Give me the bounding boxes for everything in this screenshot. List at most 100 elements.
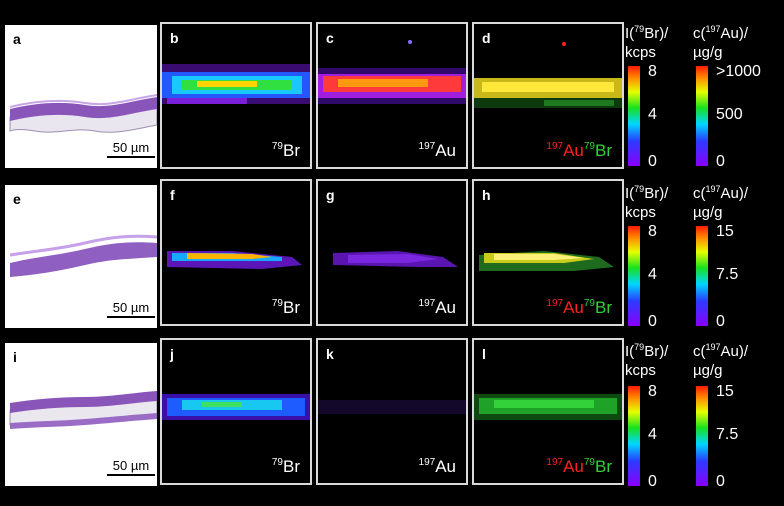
- scale-bar-label: 50 µm: [112, 300, 150, 315]
- isotope-label: 79Br: [272, 457, 300, 477]
- mass-number: 79: [271, 457, 283, 468]
- colorbar-au-tick: >1000: [716, 63, 761, 80]
- element-map-h: h 197Au79Br: [472, 179, 624, 326]
- colorbar-br-tick: 8: [648, 383, 657, 400]
- br-symbol: Br: [595, 457, 612, 476]
- colorbar-br-gradient: [628, 386, 640, 486]
- scale-bar-line: [107, 474, 155, 476]
- panel-label: l: [482, 346, 486, 362]
- overlay-isotope-label: 197Au79Br: [546, 141, 612, 161]
- isotope-label: 197Au: [419, 141, 456, 161]
- colorbar-au-title: c(197Au)/ µg/g: [693, 184, 749, 221]
- panel-label: c: [326, 30, 334, 46]
- colorbar-br-tick: 0: [648, 313, 657, 330]
- au-symbol: Au: [563, 457, 584, 476]
- element-symbol: Au: [435, 298, 456, 317]
- au-mass-number: 197: [546, 298, 564, 309]
- scale-bar: 50 µm: [107, 300, 155, 318]
- histology-panel-a: a 50 µm: [5, 25, 157, 168]
- panel-label: a: [13, 31, 21, 47]
- panel-label: d: [482, 30, 491, 46]
- mass-number: 197: [418, 141, 436, 152]
- colorbar-br-gradient: [628, 66, 640, 166]
- br-intensity-map: [167, 251, 302, 269]
- au-symbol: Au: [563, 141, 584, 160]
- au-concentration-map: [318, 40, 466, 104]
- panel-label: e: [13, 191, 21, 207]
- colorbar-br-tick: 4: [648, 106, 657, 123]
- colorbar-au-title: c(197Au)/ µg/g: [693, 24, 749, 61]
- colorbar-br-tick: 0: [648, 153, 657, 170]
- mass-number: 79: [271, 141, 283, 152]
- mass-number: 197: [418, 298, 436, 309]
- panel-label: i: [13, 349, 17, 365]
- au-concentration-map: [333, 251, 458, 267]
- histology-panel-i: i 50 µm: [5, 343, 157, 486]
- panel-label: j: [170, 346, 174, 362]
- au-concentration-map: [318, 400, 466, 414]
- colorbar-au-tick: 0: [716, 313, 725, 330]
- br-intensity-map: [162, 394, 310, 420]
- colorbar-br-tick: 0: [648, 473, 657, 490]
- isotope-label: 197Au: [419, 298, 456, 318]
- scale-bar: 50 µm: [107, 140, 155, 158]
- colorbar-au-title: c(197Au)/ µg/g: [693, 342, 749, 379]
- colorbar-br-gradient: [628, 226, 640, 326]
- colorbar-au-tick: 0: [716, 473, 725, 490]
- element-symbol: Br: [283, 298, 300, 317]
- histology-image: [9, 234, 157, 277]
- mass-number: 197: [418, 457, 436, 468]
- element-map-j: j 79Br: [160, 338, 312, 485]
- element-symbol: Au: [435, 141, 456, 160]
- scale-bar: 50 µm: [107, 458, 155, 476]
- scale-bar-label: 50 µm: [112, 458, 150, 473]
- overlay-isotope-label: 197Au79Br: [546, 457, 612, 477]
- au-symbol: Au: [563, 298, 584, 317]
- element-map-d: d 197Au79Br: [472, 22, 624, 169]
- colorbar-au-gradient: [696, 66, 708, 166]
- au-mass-number: 197: [546, 457, 564, 468]
- element-symbol: Br: [283, 141, 300, 160]
- colorbar-au-gradient: [696, 386, 708, 486]
- overlay-map: [474, 394, 622, 420]
- colorbar-au-tick: 7.5: [716, 426, 739, 443]
- histology-image: [9, 391, 157, 429]
- colorbar-br-title: I(79Br)/ kcps: [625, 342, 669, 379]
- element-map-b: b 79Br: [160, 22, 312, 169]
- br-symbol: Br: [595, 298, 612, 317]
- overlay-map: [474, 42, 622, 108]
- br-mass-number: 79: [583, 298, 595, 309]
- element-map-g: g 197Au: [316, 179, 468, 326]
- element-map-f: f 79Br: [160, 179, 312, 326]
- panel-label: f: [170, 187, 175, 203]
- panel-label: g: [326, 187, 335, 203]
- element-map-k: k 197Au: [316, 338, 468, 485]
- scale-bar-line: [107, 156, 155, 158]
- colorbar-au-tick: 0: [716, 153, 725, 170]
- histology-image: [9, 94, 157, 133]
- colorbar-br-title: I(79Br)/ kcps: [625, 24, 669, 61]
- isotope-label: 197Au: [419, 457, 456, 477]
- element-symbol: Au: [435, 457, 456, 476]
- colorbar-br-tick: 4: [648, 266, 657, 283]
- colorbar-au-tick: 7.5: [716, 266, 739, 283]
- br-intensity-map: [162, 64, 310, 104]
- panel-label: k: [326, 346, 334, 362]
- colorbar-br-tick: 8: [648, 63, 657, 80]
- panel-label: b: [170, 30, 179, 46]
- isotope-label: 79Br: [272, 141, 300, 161]
- histology-panel-e: e 50 µm: [5, 185, 157, 328]
- colorbar-br-tick: 4: [648, 426, 657, 443]
- scale-bar-line: [107, 316, 155, 318]
- element-map-c: c 197Au: [316, 22, 468, 169]
- colorbar-au-tick: 15: [716, 383, 734, 400]
- element-symbol: Br: [283, 457, 300, 476]
- overlay-map: [479, 251, 614, 271]
- colorbar-br-tick: 8: [648, 223, 657, 240]
- isotope-label: 79Br: [272, 298, 300, 318]
- colorbar-br-title: I(79Br)/ kcps: [625, 184, 669, 221]
- colorbar-au-tick: 15: [716, 223, 734, 240]
- br-mass-number: 79: [583, 457, 595, 468]
- mass-number: 79: [271, 298, 283, 309]
- element-map-l: l 197Au79Br: [472, 338, 624, 485]
